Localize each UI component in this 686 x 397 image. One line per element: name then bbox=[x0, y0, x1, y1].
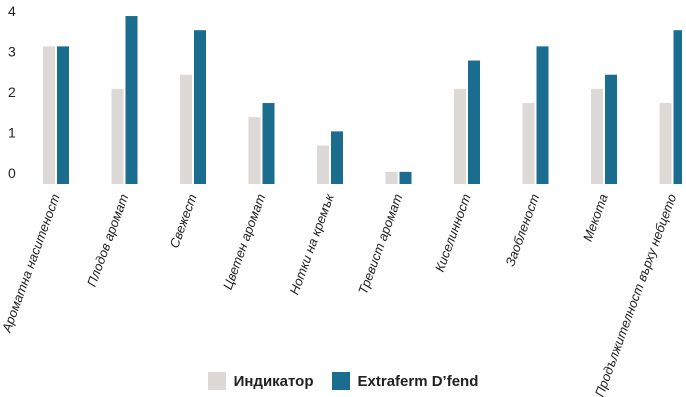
bar-extraferm-1 bbox=[125, 16, 138, 185]
y-tick-label: 0 bbox=[8, 165, 16, 181]
bar-indicator-1 bbox=[111, 88, 124, 184]
category-label: Нотки на кремък bbox=[286, 191, 337, 297]
category-label: Мекота bbox=[580, 192, 611, 243]
category-label: Цветен аромат bbox=[220, 192, 269, 292]
category-label: Свежест bbox=[166, 192, 199, 250]
category-label: Плодов аромат bbox=[84, 192, 131, 289]
legend-swatch-indicator bbox=[207, 372, 226, 390]
bar-indicator-9 bbox=[659, 103, 672, 184]
category-labels: Ароматна наситеност Плодов аромат Свежест Ц… bbox=[0, 191, 679, 397]
y-tick-label: 2 bbox=[8, 84, 16, 100]
bar-indicator-3 bbox=[248, 117, 261, 184]
category-label: Заобленост bbox=[502, 192, 542, 268]
y-tick-label: 3 bbox=[8, 44, 16, 60]
bar-indicator-7 bbox=[522, 103, 535, 184]
bar-extraferm-4 bbox=[331, 131, 343, 184]
bar-extraferm-9 bbox=[673, 30, 682, 184]
legend-swatch-extraferm bbox=[331, 372, 350, 390]
bar-indicator-4 bbox=[317, 145, 329, 184]
bar-extraferm-8 bbox=[605, 74, 617, 184]
bar-indicator-6 bbox=[454, 88, 466, 184]
category-label: Тревист аромат bbox=[355, 192, 405, 297]
legend-label-indicator: Индикатор bbox=[233, 372, 314, 390]
bar-extraferm-5 bbox=[399, 171, 412, 184]
bar-extraferm-6 bbox=[468, 60, 480, 184]
bar-indicator-5 bbox=[385, 171, 398, 184]
legend: Индикатор Extraferm D’fend bbox=[0, 372, 686, 390]
bar-extraferm-3 bbox=[262, 103, 275, 184]
y-axis-ticks: 0 1 2 3 4 bbox=[8, 3, 16, 181]
bar-indicator-2 bbox=[180, 74, 192, 184]
bar-extraferm-0 bbox=[57, 46, 69, 184]
y-tick-label: 4 bbox=[8, 3, 16, 19]
legend-item-extraferm: Extraferm D’fend bbox=[331, 372, 479, 390]
bars bbox=[43, 16, 682, 185]
bar-indicator-8 bbox=[591, 88, 603, 184]
category-label: Продължителност върху небцето bbox=[592, 192, 680, 397]
category-label: Киселинност bbox=[432, 192, 474, 274]
legend-item-indicator: Индикатор bbox=[207, 372, 314, 390]
y-tick-label: 1 bbox=[8, 125, 16, 141]
bar-indicator-0 bbox=[43, 46, 55, 184]
category-label: Ароматна наситеност bbox=[0, 192, 63, 335]
bar-extraferm-2 bbox=[194, 30, 206, 184]
legend-label-extraferm: Extraferm D’fend bbox=[357, 372, 479, 390]
bar-extraferm-7 bbox=[536, 46, 549, 184]
